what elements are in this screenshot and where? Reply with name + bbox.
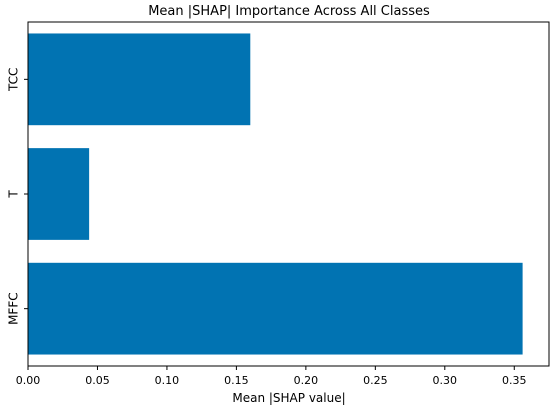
x-axis-label: Mean |SHAP value|: [232, 391, 345, 405]
bar-t: [28, 148, 90, 240]
chart-title: Mean |SHAP| Importance Across All Classe…: [148, 4, 430, 19]
x-tick-label: 0.05: [85, 374, 110, 387]
bars-layer: [28, 33, 523, 355]
x-axis: 0.00 0.05 0.10 0.15 0.20 0.25 0.30 0.35: [16, 366, 527, 387]
x-tick-label: 0.35: [502, 374, 527, 387]
y-tick-label: MFFC: [7, 292, 21, 325]
bar-mffc: [28, 262, 523, 355]
x-tick-label: 0.15: [224, 374, 249, 387]
y-tick-label: T: [7, 190, 21, 199]
x-tick-label: 0.30: [433, 374, 458, 387]
x-tick-label: 0.20: [294, 374, 319, 387]
y-axis: MFFC T TCC: [7, 68, 28, 325]
x-tick-label: 0.25: [363, 374, 388, 387]
y-tick-label: TCC: [7, 68, 21, 92]
bar-tcc: [28, 33, 251, 126]
x-tick-label: 0.10: [155, 374, 180, 387]
x-tick-label: 0.00: [16, 374, 41, 387]
